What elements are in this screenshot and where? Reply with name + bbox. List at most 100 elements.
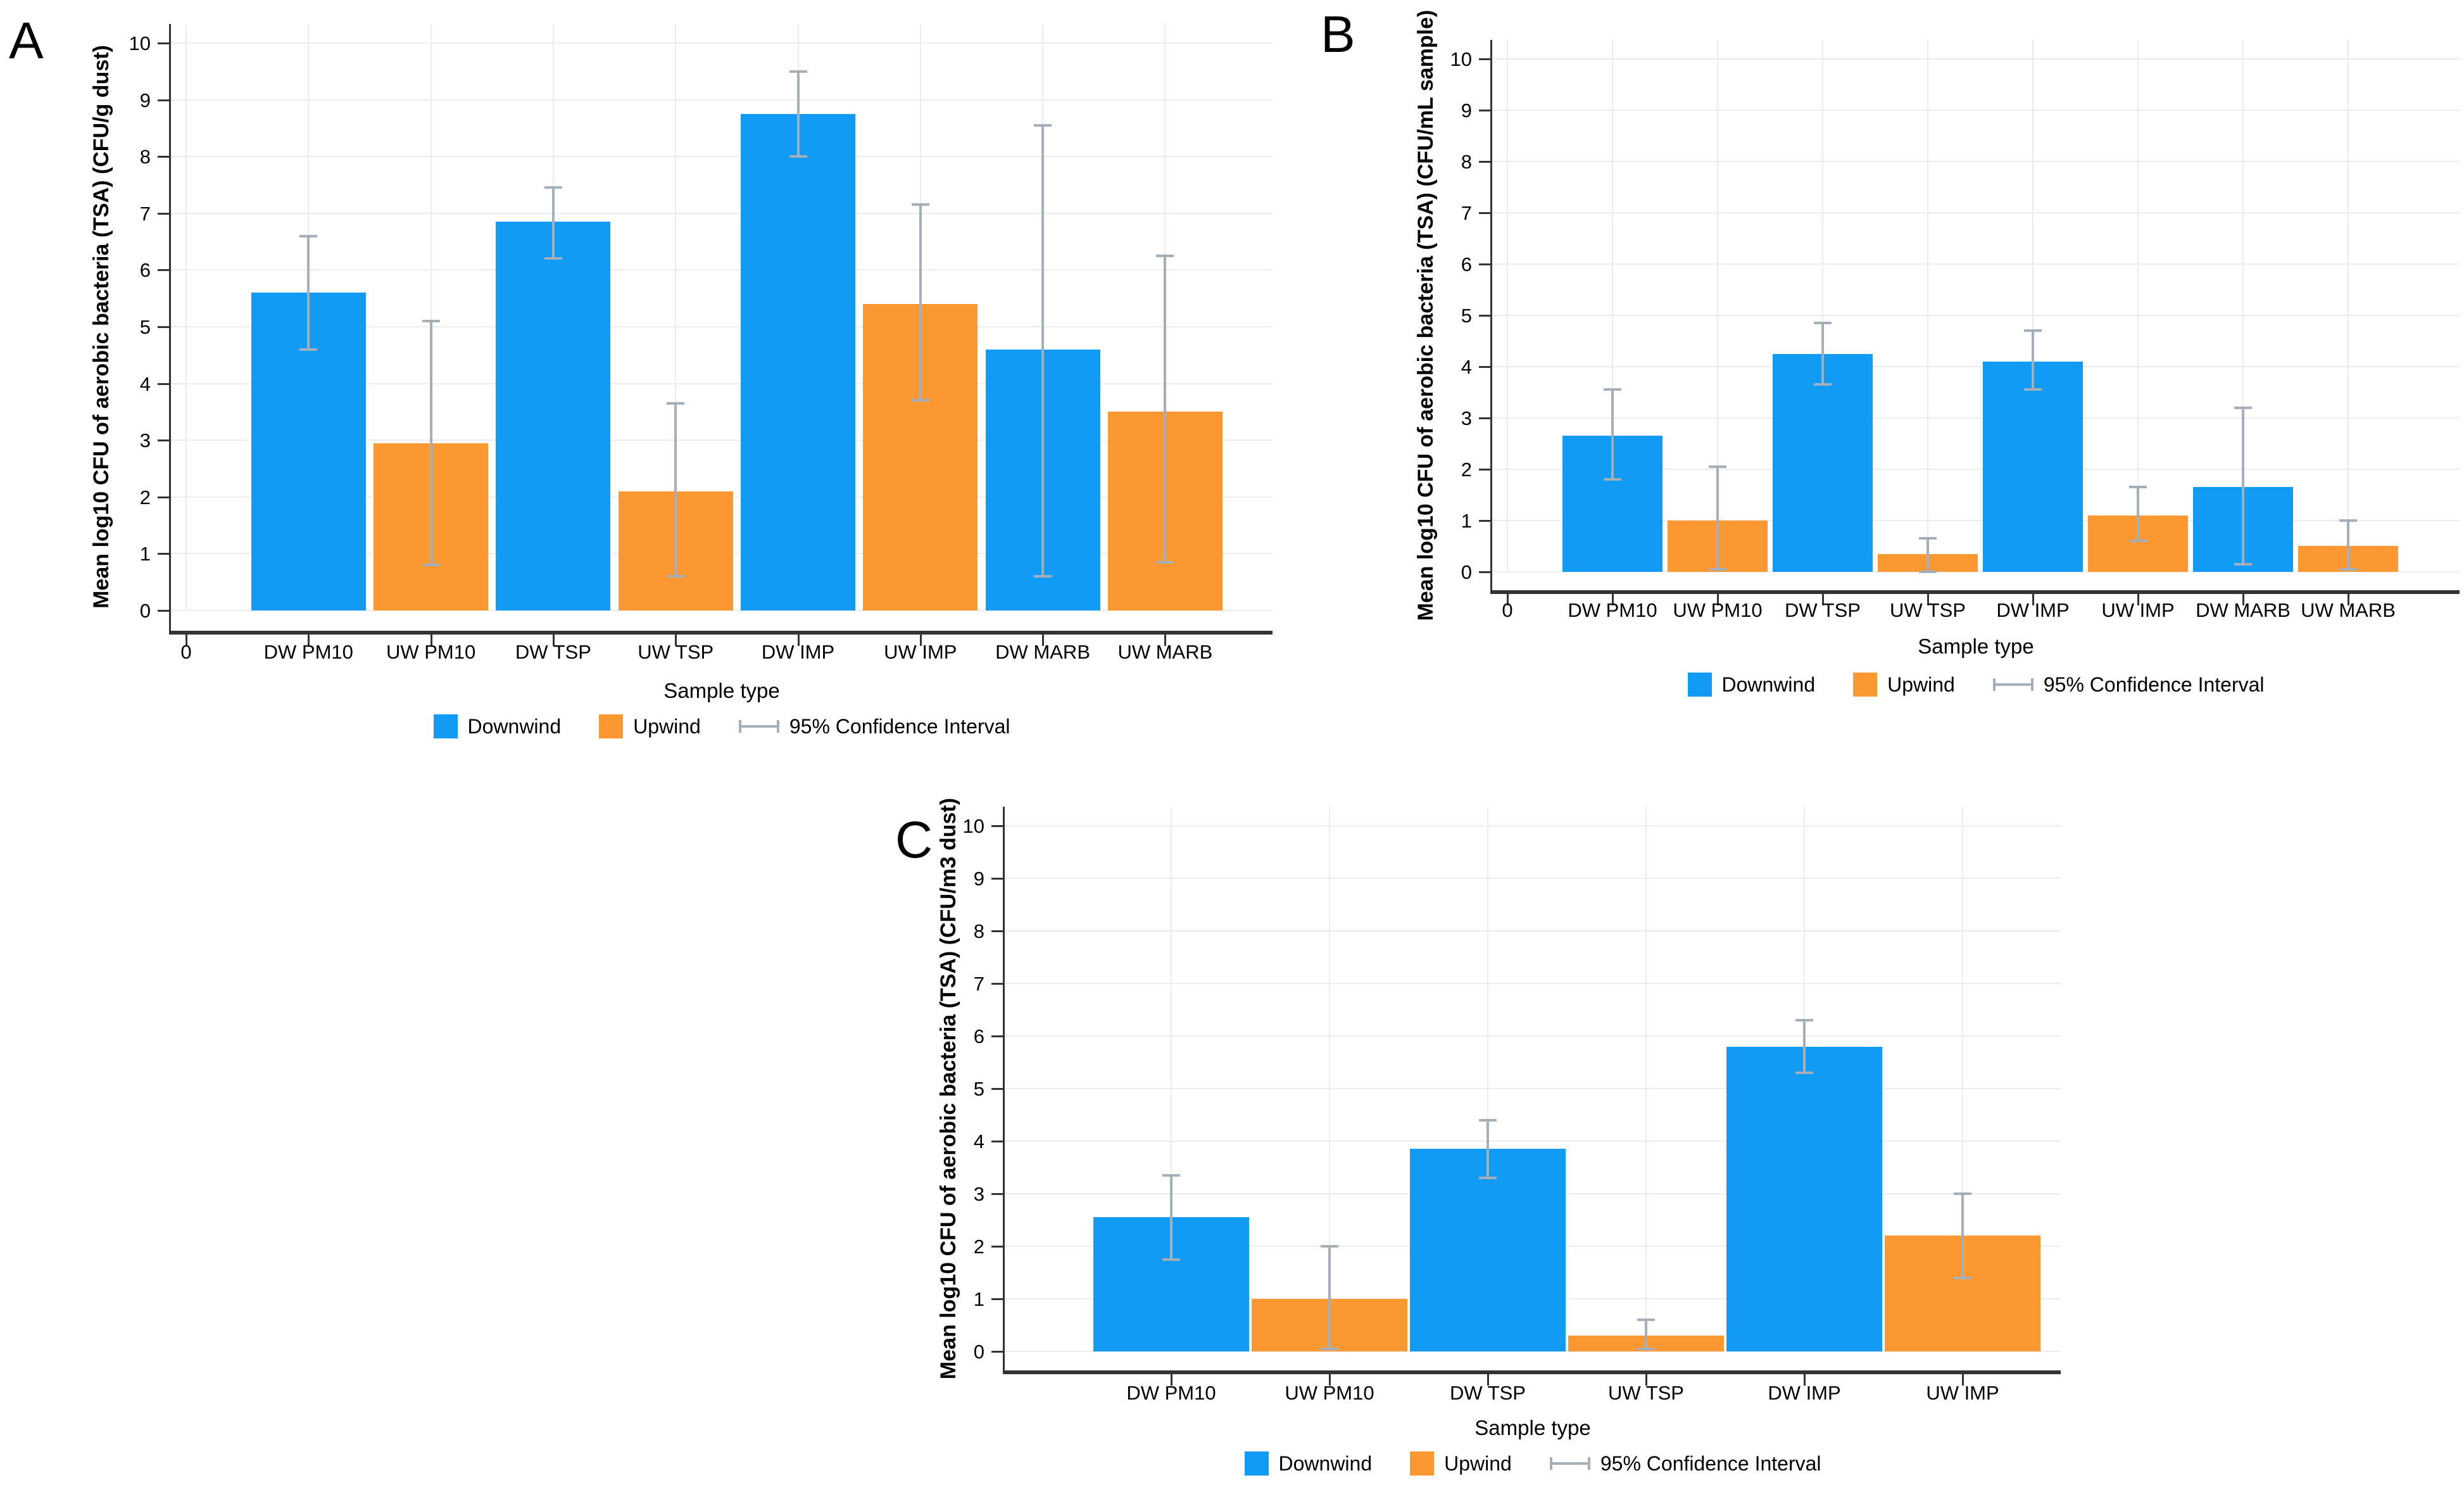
vertical-gridline bbox=[1171, 807, 1172, 1351]
legend-item-ci: 95% Confidence Interval bbox=[1549, 1452, 1821, 1476]
ci-cap-top bbox=[911, 203, 929, 206]
x-tick-label: UW TSP bbox=[638, 641, 714, 663]
y-tick-mark bbox=[1479, 263, 1490, 265]
ci-cap-bottom bbox=[1162, 1258, 1180, 1261]
y-tick-label: 4 bbox=[973, 1130, 984, 1153]
ci-line-dw-imp bbox=[796, 71, 800, 157]
y-axis-line bbox=[1490, 40, 1492, 590]
vertical-gridline bbox=[1645, 807, 1647, 1351]
y-tick-mark bbox=[991, 1035, 1003, 1037]
y-tick-label: 5 bbox=[973, 1078, 984, 1100]
ci-cap-top bbox=[1637, 1318, 1655, 1322]
legend-item-downwind: Downwind bbox=[1687, 673, 1815, 697]
y-tick-mark bbox=[158, 496, 169, 498]
y-tick-mark bbox=[991, 878, 1003, 880]
downwind-swatch-icon bbox=[1687, 673, 1712, 697]
ci-line-uw-marb bbox=[1164, 256, 1167, 562]
legend-label-ci: 95% Confidence Interval bbox=[789, 714, 1010, 738]
legend-label-upwind: Upwind bbox=[1887, 673, 1955, 696]
vertical-gridline bbox=[1927, 40, 1928, 572]
x-tick-label: UW MARB bbox=[2301, 599, 2396, 621]
legend-b: Downwind Upwind 95% Confidence Interval bbox=[1492, 673, 2460, 697]
ci-cap-bottom bbox=[422, 564, 440, 567]
horizontal-gridline bbox=[1492, 571, 2460, 572]
y-tick-label: 10 bbox=[1450, 48, 1472, 70]
x-tick-mark bbox=[1164, 635, 1167, 646]
vertical-gridline bbox=[1487, 807, 1488, 1351]
ci-cap-top bbox=[2024, 329, 2042, 332]
y-tick-label: 10 bbox=[129, 32, 151, 54]
ci-cap-bottom bbox=[1637, 1347, 1655, 1350]
ci-cap-top bbox=[1162, 1173, 1180, 1177]
ci-line-uw-imp bbox=[1961, 1194, 1964, 1278]
x-tick-label: UW MARB bbox=[1117, 641, 1213, 663]
y-tick-mark bbox=[991, 1246, 1003, 1248]
y-tick-label: 1 bbox=[973, 1288, 984, 1310]
y-tick-mark bbox=[1479, 520, 1490, 522]
x-axis-title-a: Sample type bbox=[663, 679, 780, 702]
ci-line-dw-pm10 bbox=[1170, 1175, 1172, 1260]
x-tick-mark bbox=[2242, 594, 2244, 605]
vertical-gridline bbox=[1962, 807, 1963, 1351]
x-tick-label: DW PM10 bbox=[1568, 599, 1657, 621]
ci-line-uw-marb bbox=[2347, 521, 2349, 569]
vertical-gridline bbox=[1329, 807, 1330, 1351]
vertical-gridline bbox=[1612, 40, 1613, 572]
y-tick-label: 6 bbox=[139, 259, 151, 282]
ci-cap-bottom bbox=[2234, 562, 2252, 566]
ci-cap-top bbox=[789, 70, 807, 73]
y-tick-label: 0 bbox=[1461, 561, 1472, 583]
ci-line-uw-imp bbox=[2137, 487, 2139, 541]
horizontal-gridline bbox=[171, 439, 1273, 441]
legend-item-upwind: Upwind bbox=[1853, 673, 1955, 697]
y-tick-label: 0 bbox=[973, 1341, 984, 1363]
x-tick-label: UW TSP bbox=[1608, 1382, 1684, 1404]
y-tick-label: 8 bbox=[139, 146, 151, 168]
legend-label-ci: 95% Confidence Interval bbox=[2043, 673, 2265, 696]
y-tick-label: 9 bbox=[139, 89, 151, 111]
upwind-swatch-icon bbox=[1410, 1451, 1435, 1476]
x-tick-mark bbox=[1927, 594, 1929, 605]
y-tick-mark bbox=[1479, 161, 1490, 163]
legend-item-upwind: Upwind bbox=[1410, 1451, 1512, 1476]
x-tick-label: UW PM10 bbox=[386, 641, 476, 663]
y-tick-label: 10 bbox=[962, 815, 984, 837]
horizontal-gridline bbox=[171, 42, 1273, 44]
ci-line-dw-tsp bbox=[1487, 1120, 1489, 1179]
y-tick-mark bbox=[1479, 417, 1490, 419]
x-tick-label: UW PM10 bbox=[1673, 599, 1763, 621]
horizontal-gridline bbox=[171, 610, 1273, 611]
x-tick-mark bbox=[919, 635, 922, 646]
ci-cap-bottom bbox=[667, 575, 685, 578]
x-tick-mark bbox=[430, 635, 432, 646]
x-tick-label: DW PM10 bbox=[1126, 1382, 1216, 1404]
y-tick-mark bbox=[991, 825, 1003, 827]
y-tick-mark bbox=[991, 1298, 1003, 1300]
ci-cap-top bbox=[299, 234, 318, 237]
x-axis-line bbox=[1003, 1370, 2061, 1374]
error-bar-icon bbox=[1549, 1457, 1590, 1470]
y-tick-label: 6 bbox=[1461, 253, 1472, 275]
y-tick-label: 7 bbox=[139, 202, 151, 225]
horizontal-gridline bbox=[171, 382, 1273, 384]
legend-label-downwind: Downwind bbox=[1278, 1451, 1373, 1475]
ci-line-uw-tsp bbox=[1645, 1320, 1647, 1349]
vertical-gridline bbox=[2032, 40, 2033, 572]
y-tick-mark bbox=[1479, 571, 1490, 573]
x-tick-mark bbox=[308, 635, 310, 646]
x-tick-mark bbox=[1962, 1374, 1964, 1386]
x-tick-label: 0 bbox=[1502, 599, 1513, 621]
vertical-gridline bbox=[185, 24, 187, 610]
vertical-gridline bbox=[2137, 40, 2139, 572]
ci-cap-top bbox=[422, 320, 440, 323]
y-tick-label: 7 bbox=[1461, 202, 1472, 224]
panel-letter-c: C bbox=[895, 811, 933, 869]
vertical-gridline bbox=[430, 24, 432, 610]
ci-cap-bottom bbox=[789, 155, 807, 158]
ci-line-dw-marb bbox=[1041, 125, 1045, 577]
y-tick-label: 1 bbox=[139, 543, 151, 566]
horizontal-gridline bbox=[1492, 263, 2460, 265]
x-tick-mark bbox=[2137, 594, 2139, 605]
x-tick-mark bbox=[2032, 594, 2034, 605]
legend-item-upwind: Upwind bbox=[599, 714, 701, 738]
